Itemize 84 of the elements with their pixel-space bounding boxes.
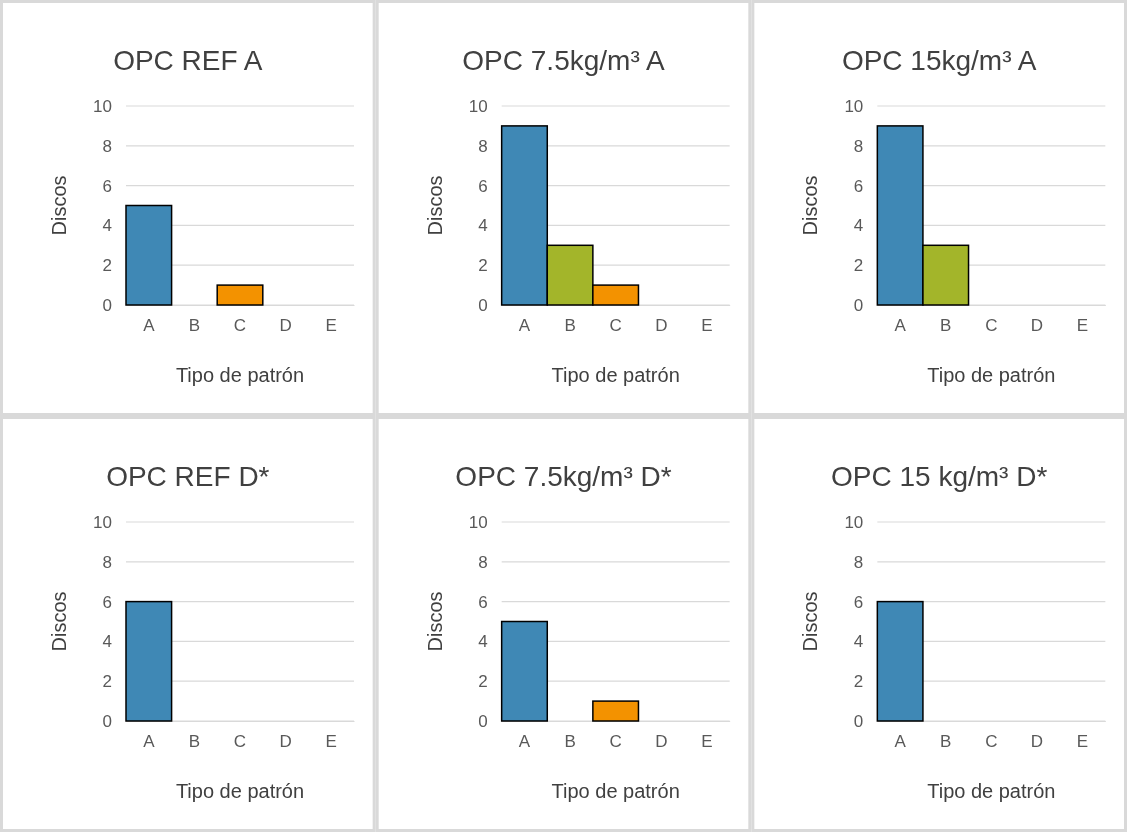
x-tick-label: A [143, 316, 156, 336]
x-tick-label: B [940, 316, 952, 336]
x-tick-label: B [564, 732, 576, 752]
x-tick-label: B [188, 316, 201, 336]
x-tick-label: C [609, 732, 622, 752]
y-tick-label: 4 [478, 632, 488, 652]
y-axis-title: Discos [48, 591, 70, 652]
y-tick-label: 4 [478, 216, 488, 236]
x-tick-label: A [894, 732, 907, 752]
x-tick-label: C [985, 316, 998, 336]
y-tick-label: 2 [853, 256, 864, 276]
y-tick-label: 0 [102, 295, 112, 315]
x-tick-label: D [279, 732, 292, 752]
x-tick-label: A [518, 316, 531, 336]
y-axis-title: Discos [423, 175, 446, 236]
chart-title: OPC 7.5kg/m³ D* [455, 461, 672, 492]
y-tick-label: 2 [853, 672, 864, 692]
y-tick-label: 10 [844, 96, 864, 116]
x-tick-label: C [233, 316, 247, 336]
y-tick-label: 2 [102, 672, 112, 692]
y-axis-title: Discos [423, 591, 446, 652]
y-tick-label: 6 [102, 176, 112, 196]
x-axis-title: Tipo de patrón [551, 364, 680, 386]
x-tick-label: A [143, 732, 156, 752]
y-tick-label: 0 [102, 711, 112, 731]
chart-title: OPC REF D* [106, 461, 270, 492]
y-tick-label: 6 [478, 176, 488, 196]
x-tick-label: E [701, 732, 713, 752]
x-axis-title: Tipo de patrón [927, 780, 1056, 802]
chart-title: OPC 7.5kg/m³ A [462, 45, 665, 76]
x-tick-label: B [940, 732, 952, 752]
y-tick-label: 2 [478, 672, 488, 692]
x-tick-label: B [188, 732, 201, 752]
y-tick-label: 10 [844, 512, 864, 532]
y-tick-label: 0 [478, 295, 488, 315]
y-axis-title: Discos [799, 591, 822, 652]
x-tick-label: A [518, 732, 531, 752]
y-tick-label: 10 [93, 512, 112, 532]
y-tick-label: 6 [102, 592, 112, 612]
x-tick-label: D [1030, 732, 1044, 752]
y-tick-label: 8 [853, 552, 864, 572]
y-axis-title: Discos [48, 175, 70, 236]
y-tick-label: 10 [468, 512, 488, 532]
x-tick-label: C [233, 732, 247, 752]
x-tick-label: D [655, 316, 668, 336]
x-tick-label: D [279, 316, 292, 336]
y-tick-label: 4 [102, 216, 112, 236]
x-axis-title: Tipo de patrón [551, 780, 680, 802]
x-axis-title: Tipo de patrón [175, 364, 305, 386]
y-tick-label: 2 [478, 256, 488, 276]
x-tick-label: E [1076, 732, 1089, 752]
y-tick-label: 8 [478, 136, 488, 156]
x-tick-label: E [701, 316, 713, 336]
x-tick-label: C [609, 316, 622, 336]
x-tick-label: D [655, 732, 668, 752]
chart-title: OPC 15 kg/m³ D* [831, 461, 1048, 492]
y-tick-label: 6 [853, 176, 864, 196]
y-tick-label: 4 [102, 632, 112, 652]
y-tick-label: 8 [853, 136, 864, 156]
x-tick-label: B [564, 316, 576, 336]
chart-title: OPC REF A [113, 45, 263, 76]
y-tick-label: 6 [478, 592, 488, 612]
x-axis-title: Tipo de patrón [927, 364, 1056, 386]
y-tick-label: 8 [102, 552, 112, 572]
x-tick-label: C [985, 732, 998, 752]
y-tick-label: 10 [468, 96, 488, 116]
y-tick-label: 10 [93, 96, 112, 116]
y-tick-label: 0 [478, 711, 488, 731]
x-tick-label: E [1076, 316, 1089, 336]
y-tick-label: 8 [102, 136, 112, 156]
y-tick-label: 4 [853, 216, 864, 236]
y-axis-title: Discos [799, 175, 822, 236]
y-tick-label: 6 [853, 592, 864, 612]
y-tick-label: 2 [102, 256, 112, 276]
x-axis-title: Tipo de patrón [175, 780, 305, 802]
x-tick-label: E [325, 732, 337, 752]
x-tick-label: D [1030, 316, 1044, 336]
y-tick-label: 0 [853, 711, 864, 731]
x-tick-label: A [894, 316, 907, 336]
x-tick-label: E [325, 316, 337, 336]
y-tick-label: 0 [853, 295, 864, 315]
chart-title: OPC 15kg/m³ A [841, 45, 1037, 76]
y-tick-label: 4 [853, 632, 864, 652]
y-tick-label: 8 [478, 552, 488, 572]
